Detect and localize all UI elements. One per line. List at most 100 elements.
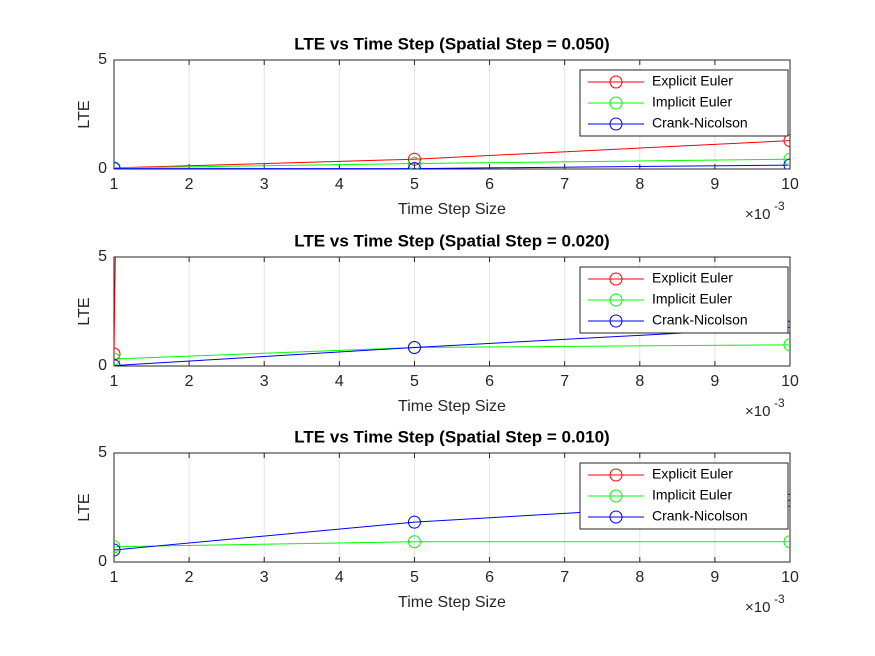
legend-label: Implicit Euler [652, 291, 732, 307]
x-multiplier-exponent: -3 [774, 199, 785, 213]
x-tick-label: 10 [781, 569, 799, 586]
legend-label: Explicit Euler [652, 73, 733, 89]
x-multiplier: ×10 [745, 599, 770, 616]
legend-marker [609, 293, 623, 307]
series-line [114, 164, 790, 169]
x-multiplier-exponent: -3 [774, 592, 785, 606]
point-marker [783, 535, 790, 549]
plot-area [114, 134, 790, 169]
point-marker [114, 540, 121, 554]
axes-box [113, 59, 791, 170]
x-tick-label: 2 [185, 569, 194, 586]
y-axis-label: LTE [76, 297, 93, 325]
x-tick-label: 4 [335, 176, 344, 193]
legend-marker [609, 272, 623, 286]
x-multiplier-exponent: -3 [774, 396, 785, 410]
x-tick-label: 9 [710, 569, 719, 586]
legend-label: Explicit Euler [652, 270, 733, 286]
x-tick-label: 2 [185, 176, 194, 193]
x-tick-label: 6 [485, 176, 494, 193]
x-tick-label: 1 [110, 569, 119, 586]
x-tick-label: 7 [560, 569, 569, 586]
series-line [114, 158, 790, 169]
y-axis-label: LTE [76, 100, 93, 128]
x-tick-label: 4 [335, 373, 344, 390]
chart-title: LTE vs Time Step (Spatial Step = 0.010) [294, 427, 609, 446]
x-tick-label: 6 [485, 569, 494, 586]
x-tick-label: 5 [410, 373, 419, 390]
subplot: 1 2 3 4 5 6 7 8 9 10 0 5 LTE vs Time Step (Spatial S… [76, 231, 799, 420]
series-line [114, 140, 790, 169]
y-tick-label: 5 [98, 444, 107, 461]
legend-label: Crank-Nicolson [652, 508, 748, 524]
point-marker [114, 359, 121, 366]
point-marker [783, 158, 790, 169]
x-tick-label: 3 [260, 569, 269, 586]
point-marker [407, 340, 421, 354]
point-marker [114, 352, 121, 366]
point-marker [407, 152, 421, 166]
y-tick-label: 5 [98, 51, 107, 68]
legend-marker [609, 117, 623, 131]
legend-label: Implicit Euler [652, 94, 732, 110]
legend-label: Implicit Euler [652, 487, 732, 503]
subplot: 1 2 3 4 5 6 7 8 9 10 0 5 LTE vs Time Step (Spatial S… [76, 34, 799, 222]
x-tick-label: 9 [710, 176, 719, 193]
x-tick-label: 3 [260, 373, 269, 390]
x-tick-label: 7 [560, 373, 569, 390]
axes-box [113, 452, 791, 563]
legend-marker [609, 489, 623, 503]
y-axis-label: LTE [76, 493, 93, 521]
point-marker [114, 347, 121, 361]
point-marker [783, 338, 790, 352]
point-marker [114, 543, 121, 557]
x-axis-label: Time Step Size [398, 201, 506, 218]
x-tick-label: 6 [485, 373, 494, 390]
x-tick-label: 5 [410, 569, 419, 586]
series-line [114, 326, 790, 366]
point-marker [407, 515, 421, 529]
legend-marker [609, 96, 623, 110]
series-line [114, 541, 790, 548]
x-tick-label: 2 [185, 373, 194, 390]
x-tick-label: 1 [110, 373, 119, 390]
x-tick-label: 8 [635, 373, 644, 390]
x-multiplier: ×10 [745, 403, 770, 420]
subplot: 1 2 3 4 5 6 7 8 9 10 0 5 LTE vs Time Step (Spatial S… [76, 427, 799, 616]
x-tick-label: 9 [710, 373, 719, 390]
x-tick-label: 3 [260, 176, 269, 193]
x-tick-label: 10 [781, 176, 799, 193]
chart-title: LTE vs Time Step (Spatial Step = 0.050) [294, 34, 609, 53]
x-multiplier: ×10 [745, 206, 770, 223]
point-marker [783, 152, 790, 166]
legend-marker [609, 314, 623, 328]
legend-marker [609, 510, 623, 524]
x-axis-label: Time Step Size [398, 398, 506, 415]
plot-area [114, 257, 790, 366]
x-tick-label: 7 [560, 176, 569, 193]
legend-label: Crank-Nicolson [652, 115, 748, 131]
x-tick-label: 5 [410, 176, 419, 193]
point-marker [407, 535, 421, 549]
legend-label: Explicit Euler [652, 466, 733, 482]
axes-box [113, 256, 791, 367]
chart-title: LTE vs Time Step (Spatial Step = 0.020) [294, 231, 609, 250]
point-marker [783, 134, 790, 148]
x-tick-label: 8 [635, 176, 644, 193]
x-tick-label: 10 [781, 373, 799, 390]
point-marker [407, 162, 421, 169]
y-tick-label: 5 [98, 248, 107, 265]
legend-marker [609, 468, 623, 482]
point-marker [407, 157, 421, 169]
point-marker [114, 162, 121, 169]
x-tick-label: 4 [335, 569, 344, 586]
x-tick-label: 8 [635, 569, 644, 586]
x-axis-label: Time Step Size [398, 594, 506, 611]
y-tick-label: 0 [98, 357, 107, 374]
x-tick-label: 1 [110, 176, 119, 193]
legend-label: Crank-Nicolson [652, 312, 748, 328]
legend-marker [609, 75, 623, 89]
y-tick-label: 0 [98, 553, 107, 570]
y-tick-label: 0 [98, 160, 107, 177]
